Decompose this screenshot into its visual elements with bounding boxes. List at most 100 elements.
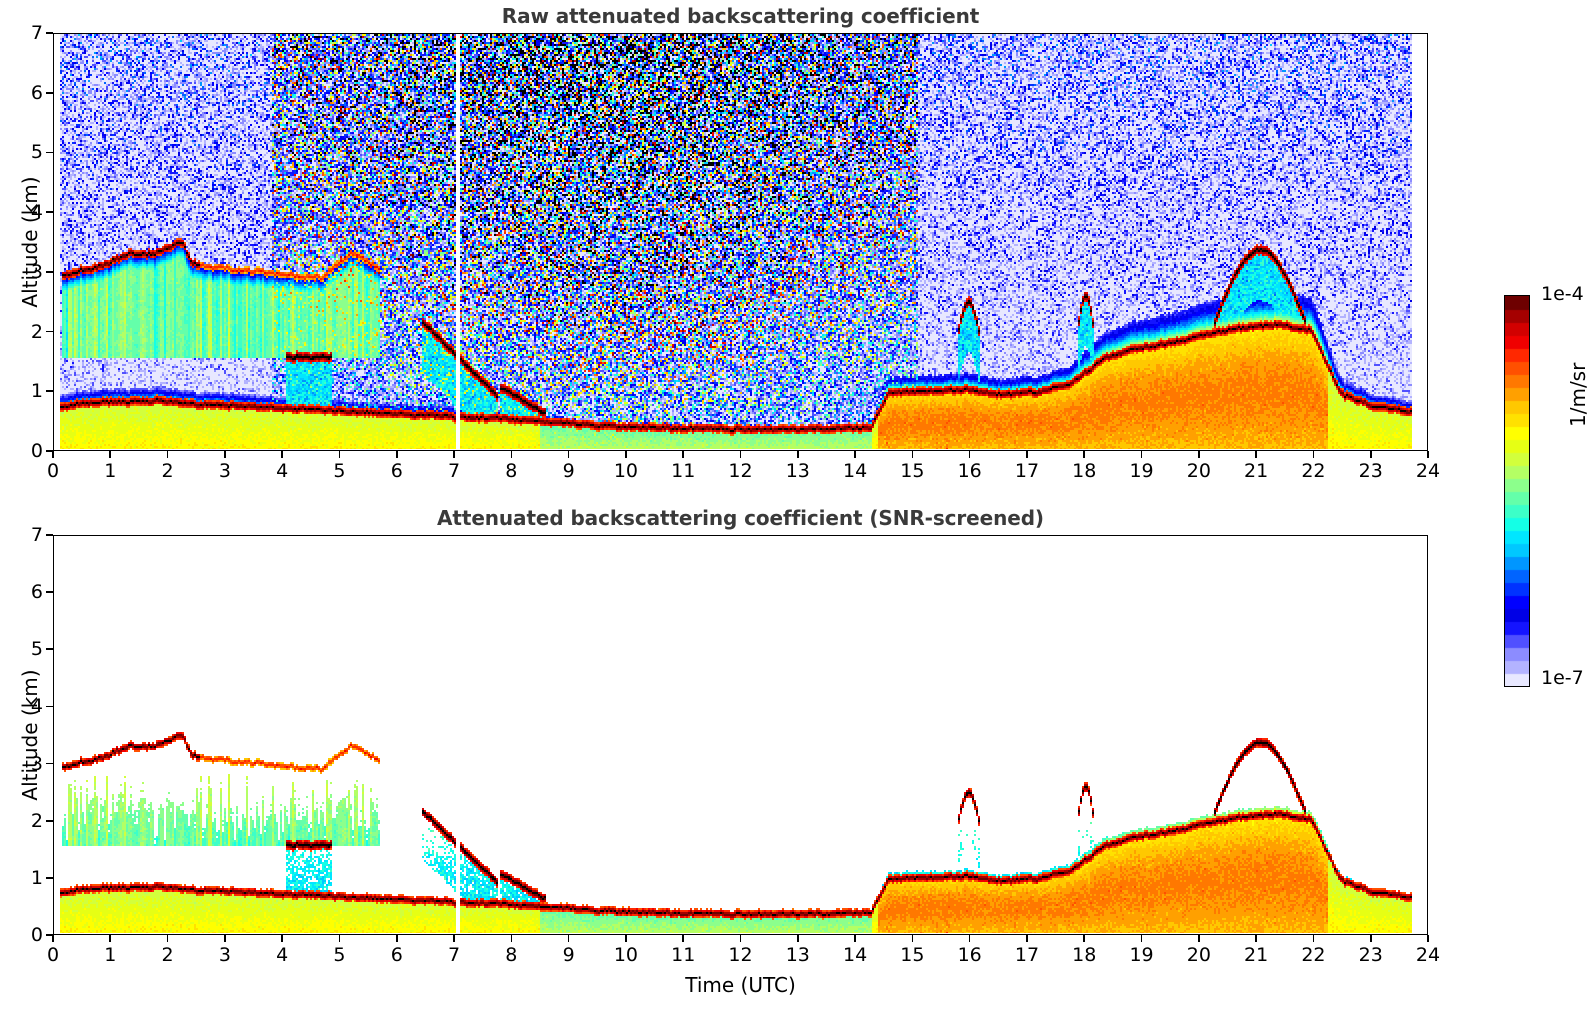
x-tick-label-screened-23: 23 (1358, 944, 1383, 966)
y-tick-screened-1 (46, 877, 53, 879)
x-tick-label-screened-22: 22 (1301, 944, 1326, 966)
y-tick-label-screened-0: 0 (30, 924, 43, 946)
x-tick-label-raw-2: 2 (161, 460, 174, 482)
x-tick-screened-14 (854, 935, 856, 942)
y-tick-screened-7 (46, 534, 53, 536)
colorbar-min-label: 1e-7 (1541, 667, 1584, 689)
y-tick-label-raw-0: 0 (30, 440, 43, 462)
x-tick-raw-6 (395, 451, 398, 458)
x-tick-screened-17 (1026, 935, 1028, 942)
x-tick-label-raw-6: 6 (390, 460, 403, 482)
x-tick-screened-10 (625, 935, 627, 942)
y-tick-label-screened-1: 1 (30, 866, 43, 889)
y-tick-label-raw-4: 4 (30, 201, 43, 224)
y-tick-screened-2 (46, 819, 53, 822)
x-tick-label-raw-12: 12 (728, 460, 753, 482)
x-tick-label-screened-1: 1 (104, 944, 117, 966)
x-tick-label-screened-21: 21 (1244, 944, 1269, 966)
x-tick-label-screened-19: 19 (1129, 944, 1154, 966)
x-tick-label-screened-6: 6 (390, 944, 403, 966)
x-tick-label-screened-18: 18 (1072, 944, 1097, 966)
x-tick-raw-22 (1312, 451, 1315, 458)
x-tick-raw-0 (52, 451, 54, 458)
y-tick-label-raw-3: 3 (30, 260, 43, 283)
x-tick-label-raw-21: 21 (1244, 460, 1269, 482)
x-tick-label-raw-16: 16 (957, 460, 982, 482)
y-tick-screened-5 (46, 648, 53, 651)
x-tick-label-screened-10: 10 (613, 944, 638, 966)
x-tick-label-raw-15: 15 (900, 460, 925, 482)
x-tick-label-screened-17: 17 (1014, 944, 1040, 966)
y-tick-raw-6 (46, 91, 53, 94)
colorbar[interactable] (1504, 295, 1530, 687)
x-tick-screened-18 (1083, 935, 1086, 942)
x-tick-label-raw-0: 0 (46, 460, 60, 482)
plot-area-raw[interactable] (53, 33, 1428, 451)
x-tick-screened-3 (224, 935, 226, 942)
x-tick-raw-8 (510, 451, 513, 458)
x-tick-label-raw-17: 17 (1014, 460, 1040, 482)
x-tick-screened-24 (1427, 935, 1429, 942)
x-tick-screened-21 (1255, 935, 1257, 942)
x-tick-screened-2 (166, 935, 169, 942)
x-tick-label-raw-19: 19 (1129, 460, 1154, 482)
y-tick-label-raw-1: 1 (30, 380, 43, 403)
x-tick-label-screened-15: 15 (900, 944, 925, 966)
y-tick-raw-0 (46, 450, 53, 452)
x-tick-screened-12 (739, 935, 742, 942)
y-tick-raw-1 (46, 390, 53, 393)
x-tick-screened-7 (453, 935, 455, 942)
x-tick-label-screened-11: 11 (671, 944, 696, 966)
x-tick-raw-12 (739, 451, 742, 458)
x-tick-label-screened-4: 4 (276, 944, 289, 966)
x-tick-label-screened-24: 24 (1415, 944, 1441, 966)
y-tick-label-screened-3: 3 (30, 752, 43, 775)
x-tick-label-raw-8: 8 (505, 460, 518, 482)
x-tick-raw-3 (224, 451, 226, 458)
x-tick-label-raw-1: 1 (104, 460, 117, 482)
x-tick-label-screened-3: 3 (218, 944, 231, 966)
x-tick-screened-9 (567, 935, 570, 942)
x-tick-screened-8 (510, 935, 513, 942)
x-tick-label-screened-7: 7 (447, 944, 461, 966)
x-tick-label-screened-20: 20 (1186, 944, 1211, 966)
x-tick-raw-24 (1427, 451, 1429, 458)
x-tick-label-raw-4: 4 (276, 460, 289, 482)
y-tick-screened-6 (46, 591, 53, 593)
x-tick-label-raw-24: 24 (1415, 460, 1441, 482)
y-tick-screened-3 (46, 762, 53, 765)
x-tick-raw-4 (281, 451, 283, 458)
x-tick-screened-15 (911, 935, 914, 942)
y-tick-screened-0 (46, 934, 53, 936)
x-tick-label-raw-9: 9 (562, 460, 575, 482)
x-tick-raw-7 (453, 451, 455, 458)
x-tick-label-raw-11: 11 (671, 460, 696, 482)
y-axis-label-raw: Altitude (km) (18, 176, 42, 308)
x-tick-label-screened-16: 16 (957, 944, 982, 966)
x-tick-screened-0 (52, 935, 54, 942)
x-tick-screened-1 (109, 935, 112, 942)
x-tick-label-screened-2: 2 (161, 944, 174, 966)
x-tick-raw-15 (911, 451, 914, 458)
plot-area-screened[interactable] (53, 535, 1428, 935)
x-tick-raw-10 (625, 451, 627, 458)
y-tick-raw-5 (46, 151, 53, 154)
x-tick-label-screened-5: 5 (333, 944, 346, 966)
x-tick-label-raw-22: 22 (1301, 460, 1326, 482)
x-tick-label-screened-13: 13 (785, 944, 810, 966)
y-tick-label-screened-2: 2 (30, 809, 43, 832)
x-tick-raw-21 (1255, 451, 1257, 458)
x-tick-raw-17 (1026, 451, 1028, 458)
x-tick-label-screened-12: 12 (728, 944, 753, 966)
x-tick-label-screened-0: 0 (46, 944, 60, 966)
x-tick-screened-6 (395, 935, 398, 942)
x-tick-label-raw-7: 7 (447, 460, 461, 482)
x-tick-screened-16 (968, 935, 971, 942)
panel-title-raw: Raw attenuated backscattering coefficien… (501, 4, 980, 28)
x-tick-raw-11 (682, 451, 684, 458)
x-tick-raw-9 (567, 451, 570, 458)
y-tick-label-screened-7: 7 (30, 524, 43, 546)
x-tick-label-raw-13: 13 (785, 460, 810, 482)
x-tick-screened-4 (281, 935, 283, 942)
